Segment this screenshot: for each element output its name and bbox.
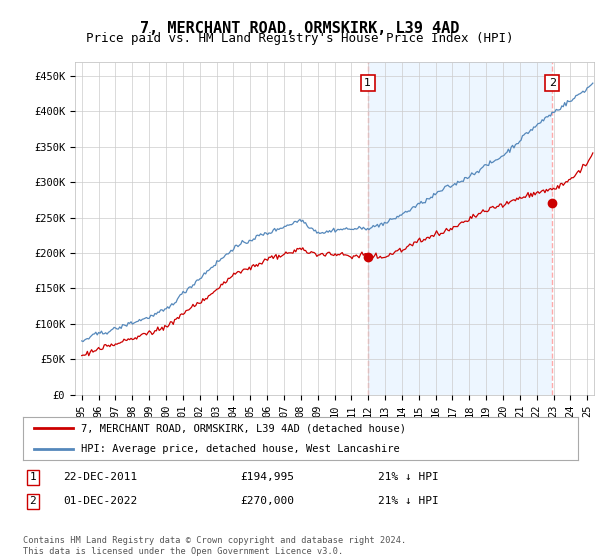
Text: £270,000: £270,000 xyxy=(240,496,294,506)
Text: 7, MERCHANT ROAD, ORMSKIRK, L39 4AD (detached house): 7, MERCHANT ROAD, ORMSKIRK, L39 4AD (det… xyxy=(81,423,406,433)
Text: 2: 2 xyxy=(29,496,37,506)
Text: Contains HM Land Registry data © Crown copyright and database right 2024.
This d: Contains HM Land Registry data © Crown c… xyxy=(23,536,406,556)
Text: 21% ↓ HPI: 21% ↓ HPI xyxy=(378,496,439,506)
Text: 21% ↓ HPI: 21% ↓ HPI xyxy=(378,472,439,482)
Text: 01-DEC-2022: 01-DEC-2022 xyxy=(63,496,137,506)
Text: 22-DEC-2011: 22-DEC-2011 xyxy=(63,472,137,482)
Text: 1: 1 xyxy=(29,472,37,482)
Text: 7, MERCHANT ROAD, ORMSKIRK, L39 4AD: 7, MERCHANT ROAD, ORMSKIRK, L39 4AD xyxy=(140,21,460,36)
Text: £194,995: £194,995 xyxy=(240,472,294,482)
Bar xyxy=(368,62,552,395)
Text: HPI: Average price, detached house, West Lancashire: HPI: Average price, detached house, West… xyxy=(81,445,400,454)
Text: 1: 1 xyxy=(364,78,371,88)
Text: 2: 2 xyxy=(548,78,556,88)
Text: Price paid vs. HM Land Registry's House Price Index (HPI): Price paid vs. HM Land Registry's House … xyxy=(86,32,514,45)
